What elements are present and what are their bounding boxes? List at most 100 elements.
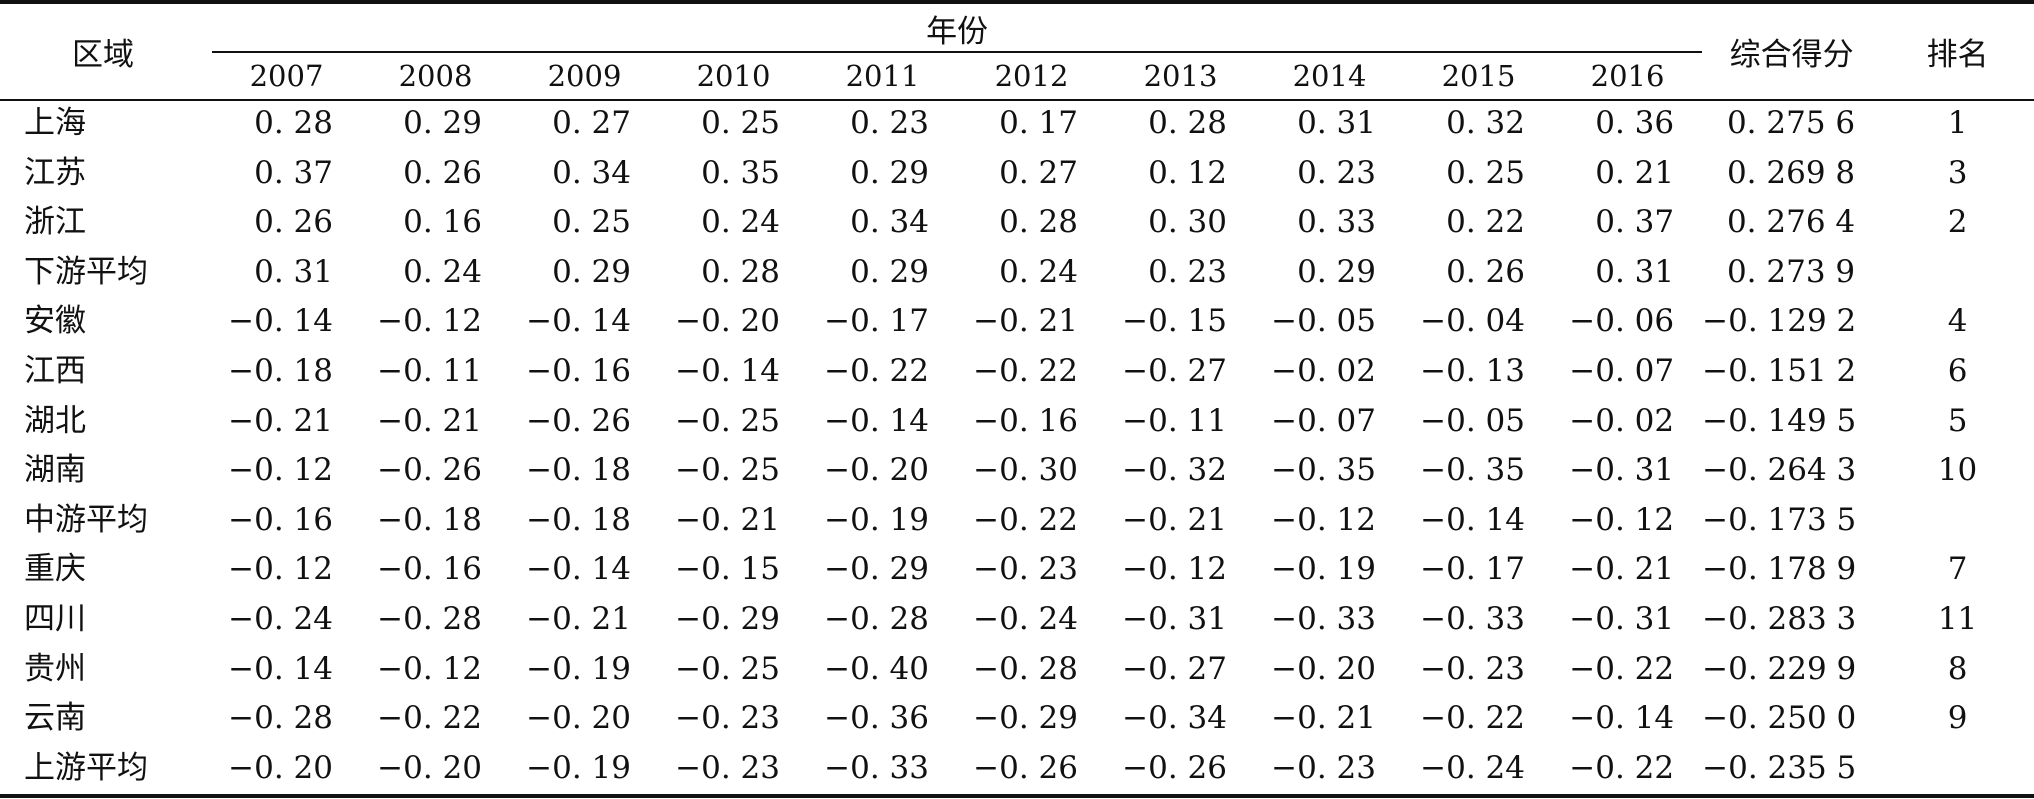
value-cell: −0. 33 bbox=[1420, 600, 1525, 637]
value-cell: −0. 25 bbox=[675, 650, 780, 687]
score-cell: −0. 129 2 bbox=[1702, 303, 1857, 340]
value-cell: −0. 18 bbox=[526, 452, 631, 489]
value-cell: −0. 21 bbox=[973, 303, 1078, 340]
value-cell: −0. 21 bbox=[1122, 501, 1227, 538]
value-cell: −0. 31 bbox=[1569, 600, 1675, 637]
table-row: 湖北 −0. 21 −0. 21 −0. 26 −0. 25 −0. 14 −0. 16 −0… bbox=[0, 397, 2034, 447]
score-cell: −0. 178 9 bbox=[1702, 551, 1857, 588]
value-cell: −0. 20 bbox=[228, 749, 333, 786]
value-cell: −0. 05 bbox=[1271, 303, 1376, 340]
header-year: 2009 bbox=[547, 58, 622, 93]
value-cell: −0. 14 bbox=[526, 551, 631, 588]
value-cell: −0. 29 bbox=[973, 700, 1078, 737]
value-cell: −0. 18 bbox=[228, 352, 333, 389]
value-cell: −0. 20 bbox=[526, 700, 631, 737]
value-cell: −0. 14 bbox=[228, 650, 333, 687]
table-row: 上游平均 −0. 20 −0. 20 −0. 19 −0. 23 −0. 33 −0. 26… bbox=[0, 744, 2034, 794]
value-cell: 0. 28 bbox=[254, 105, 333, 141]
value-cell: −0. 20 bbox=[824, 452, 929, 489]
value-cell: −0. 19 bbox=[526, 749, 631, 786]
header-year: 2011 bbox=[845, 58, 920, 93]
value-cell: −0. 02 bbox=[1271, 352, 1376, 389]
table-row: 湖南 −0. 12 −0. 26 −0. 18 −0. 25 −0. 20 −0. 30 −0… bbox=[0, 446, 2034, 496]
value-cell: −0. 26 bbox=[973, 749, 1078, 786]
value-cell: −0. 22 bbox=[824, 352, 929, 389]
value-cell: −0. 26 bbox=[1122, 749, 1227, 786]
value-cell: −0. 20 bbox=[1271, 650, 1376, 687]
value-cell: 0. 31 bbox=[254, 253, 333, 290]
value-cell: 0. 23 bbox=[1297, 154, 1376, 191]
score-cell: 0. 269 8 bbox=[1726, 154, 1856, 191]
value-cell: −0. 22 bbox=[1569, 749, 1675, 786]
value-cell: −0. 34 bbox=[1122, 700, 1227, 737]
score-cell: −0. 264 3 bbox=[1702, 452, 1857, 489]
value-cell: 0. 27 bbox=[999, 154, 1078, 191]
value-cell: 0. 29 bbox=[552, 253, 631, 290]
bottom-rule bbox=[0, 794, 2034, 798]
value-cell: −0. 12 bbox=[377, 650, 482, 687]
table-row: 中游平均 −0. 16 −0. 18 −0. 18 −0. 21 −0. 19 −0. 22… bbox=[0, 496, 2034, 546]
value-cell: −0. 11 bbox=[377, 352, 482, 389]
value-cell: −0. 04 bbox=[1420, 303, 1525, 340]
header-year: 2013 bbox=[1143, 58, 1218, 93]
rank-cell: 4 bbox=[1947, 303, 1968, 340]
value-cell: −0. 31 bbox=[1122, 600, 1227, 637]
value-cell: 0. 28 bbox=[1148, 105, 1227, 141]
value-cell: −0. 24 bbox=[228, 600, 333, 637]
value-cell: 0. 29 bbox=[1297, 253, 1376, 290]
value-cell: 0. 36 bbox=[1595, 105, 1675, 141]
value-cell: −0. 05 bbox=[1420, 402, 1525, 439]
value-cell: 0. 32 bbox=[1446, 105, 1525, 141]
value-cell: −0. 28 bbox=[228, 700, 333, 737]
value-cell: −0. 21 bbox=[1271, 700, 1376, 737]
value-cell: −0. 16 bbox=[973, 402, 1078, 439]
region-cell: 下游平均 bbox=[24, 253, 148, 290]
table-row: 重庆 −0. 12 −0. 16 −0. 14 −0. 15 −0. 29 −0. 23 −0… bbox=[0, 545, 2034, 595]
region-cell: 重庆 bbox=[24, 551, 86, 588]
value-cell: 0. 25 bbox=[1446, 154, 1525, 191]
rank-cell: 3 bbox=[1947, 154, 1968, 191]
value-cell: −0. 40 bbox=[824, 650, 929, 687]
value-cell: −0. 23 bbox=[675, 749, 780, 786]
value-cell: 0. 31 bbox=[1595, 253, 1675, 290]
value-cell: −0. 20 bbox=[675, 303, 780, 340]
region-cell: 贵州 bbox=[24, 650, 86, 687]
value-cell: 0. 29 bbox=[850, 253, 929, 290]
value-cell: 0. 24 bbox=[999, 253, 1078, 290]
value-cell: 0. 21 bbox=[1595, 154, 1675, 191]
value-cell: −0. 21 bbox=[526, 600, 631, 637]
value-cell: −0. 24 bbox=[1420, 749, 1525, 786]
value-cell: −0. 18 bbox=[526, 501, 631, 538]
value-cell: 0. 34 bbox=[850, 204, 929, 241]
value-cell: −0. 12 bbox=[1122, 551, 1227, 588]
table-row: 云南 −0. 28 −0. 22 −0. 20 −0. 23 −0. 36 −0. 29 −0… bbox=[0, 694, 2034, 744]
value-cell: −0. 26 bbox=[526, 402, 631, 439]
value-cell: −0. 23 bbox=[1420, 650, 1525, 687]
value-cell: −0. 16 bbox=[228, 501, 333, 538]
value-cell: −0. 24 bbox=[973, 600, 1078, 637]
value-cell: −0. 21 bbox=[1569, 551, 1675, 588]
value-cell: −0. 07 bbox=[1569, 352, 1675, 389]
value-cell: −0. 36 bbox=[824, 700, 929, 737]
rank-cell: 1 bbox=[1947, 105, 1968, 141]
value-cell: −0. 12 bbox=[377, 303, 482, 340]
value-cell: −0. 22 bbox=[973, 501, 1078, 538]
value-cell: 0. 22 bbox=[1446, 204, 1525, 241]
rank-cell: 6 bbox=[1947, 352, 1968, 389]
value-cell: 0. 29 bbox=[403, 105, 482, 141]
value-cell: −0. 30 bbox=[973, 452, 1078, 489]
region-cell: 浙江 bbox=[24, 204, 86, 241]
rank-cell: 11 bbox=[1937, 600, 1978, 637]
value-cell: −0. 21 bbox=[228, 402, 333, 439]
value-cell: −0. 22 bbox=[1569, 650, 1675, 687]
value-cell: 0. 31 bbox=[1297, 105, 1376, 141]
value-cell: 0. 26 bbox=[1446, 253, 1525, 290]
header-rule bbox=[0, 99, 2034, 101]
value-cell: −0. 27 bbox=[1122, 650, 1227, 687]
value-cell: 0. 25 bbox=[701, 105, 780, 141]
header-year: 2010 bbox=[696, 58, 771, 93]
value-cell: −0. 17 bbox=[1420, 551, 1525, 588]
value-cell: −0. 12 bbox=[1569, 501, 1675, 538]
table-body: 上海 0. 28 0. 29 0. 27 0. 25 0. 23 0. 17 0. 28 0. … bbox=[0, 99, 2034, 793]
